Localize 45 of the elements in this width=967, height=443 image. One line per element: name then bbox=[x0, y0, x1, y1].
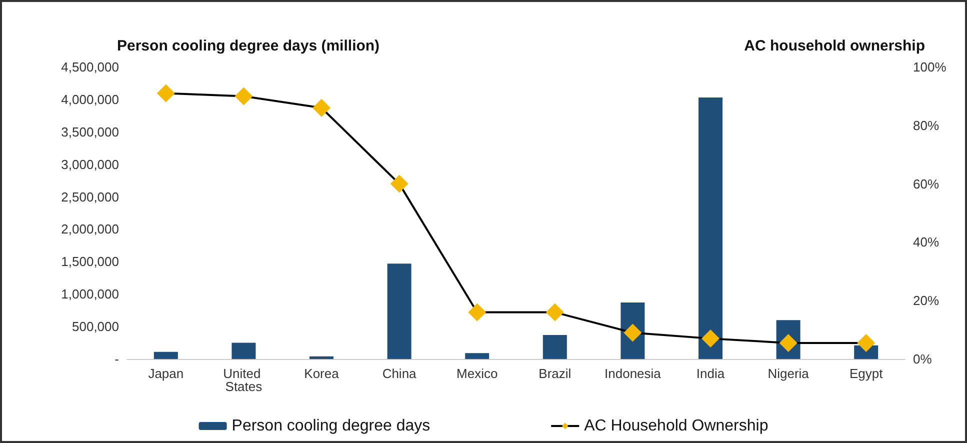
y-tick-label: 1,500,000 bbox=[61, 254, 119, 270]
y-tick-label: 4,000,000 bbox=[61, 92, 119, 107]
y2-tick-label: 60% bbox=[913, 176, 940, 192]
x-tick-label: Korea bbox=[304, 366, 340, 381]
point bbox=[468, 303, 486, 322]
point bbox=[156, 84, 175, 102]
bar bbox=[232, 342, 256, 359]
bar bbox=[465, 353, 490, 359]
point bbox=[234, 87, 253, 106]
point bbox=[312, 98, 330, 117]
y2-tick-label: 100% bbox=[913, 60, 947, 74]
x-tick-label: India bbox=[696, 366, 726, 381]
x-tick-label: Egypt bbox=[849, 366, 884, 381]
point bbox=[857, 334, 876, 352]
x-tick-label: Indonesia bbox=[604, 366, 662, 381]
legend-label: Person cooling degree days bbox=[232, 418, 430, 434]
y2-axis-title: AC household ownership bbox=[744, 38, 925, 54]
bar bbox=[154, 352, 178, 359]
bar bbox=[310, 356, 334, 359]
y-tick-label: 500,000 bbox=[72, 319, 119, 334]
point bbox=[390, 174, 408, 193]
y-tick-label: 3,500,000 bbox=[61, 124, 119, 140]
bar bbox=[698, 98, 722, 359]
point bbox=[702, 330, 720, 348]
y2-tick-label: 80% bbox=[913, 118, 940, 133]
y-tick-label: 2,000,000 bbox=[61, 222, 119, 237]
bar bbox=[387, 264, 412, 359]
y-tick-label: 3,000,000 bbox=[61, 156, 119, 172]
x-tick-label: Japan bbox=[148, 366, 184, 381]
x-tick-label: Brazil bbox=[538, 366, 572, 381]
y2-tick-label: 0% bbox=[913, 352, 932, 366]
y2-tick-label: 40% bbox=[913, 234, 940, 250]
y-axis-title: Person cooling degree days (million) bbox=[117, 38, 380, 54]
y-tick-label: 4,500,000 bbox=[61, 60, 119, 74]
x-tick-label: Nigeria bbox=[768, 366, 810, 381]
y-tick-label: - bbox=[114, 352, 119, 366]
y-tick-label: 2,500,000 bbox=[61, 189, 119, 204]
y-tick-label: 1,000,000 bbox=[61, 286, 119, 302]
x-tick-label: United States bbox=[223, 366, 264, 394]
point bbox=[546, 303, 564, 322]
y2-tick-label: 20% bbox=[913, 293, 940, 308]
x-tick-label: Mexico bbox=[456, 366, 498, 381]
legend-label: AC Household Ownership bbox=[584, 418, 768, 434]
x-tick-label: China bbox=[382, 366, 418, 381]
bar bbox=[542, 334, 567, 359]
